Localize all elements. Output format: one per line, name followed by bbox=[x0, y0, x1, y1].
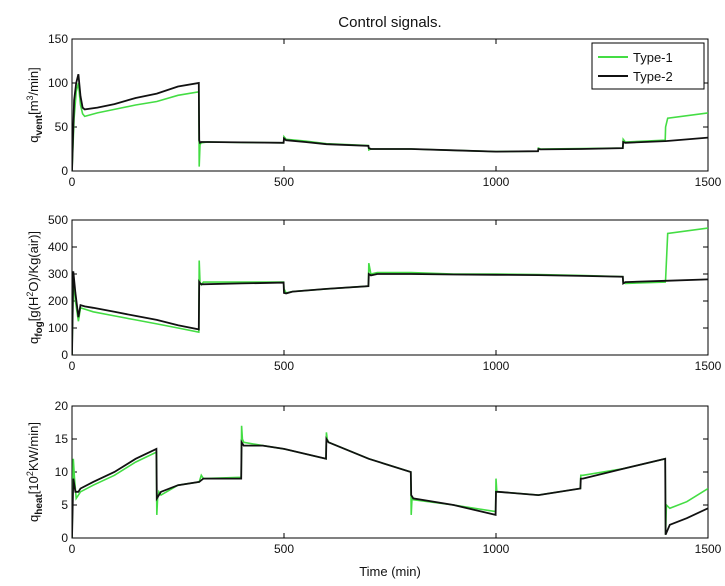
y-label-main: q bbox=[26, 135, 41, 142]
x-tick-label: 500 bbox=[274, 542, 294, 556]
y-tick-label: 50 bbox=[55, 120, 69, 134]
y-tick-label: 300 bbox=[48, 267, 68, 281]
y-tick-label: 150 bbox=[48, 32, 68, 46]
x-axis-label: Time (min) bbox=[359, 564, 421, 579]
x-tick-label: 0 bbox=[69, 359, 76, 373]
series-line-type-2 bbox=[72, 436, 708, 538]
legend-box bbox=[591, 42, 705, 90]
y-tick-label: 10 bbox=[55, 465, 69, 479]
y-tick-label: 500 bbox=[48, 213, 68, 227]
y-label-subscript: heat bbox=[34, 494, 45, 515]
y-label-unit-rest: KW/min] bbox=[26, 422, 41, 471]
y-tick-label: 15 bbox=[55, 432, 69, 446]
legend: Type-1 Type-2 bbox=[591, 42, 705, 90]
x-tick-label: 1500 bbox=[695, 542, 722, 556]
x-tick-label: 0 bbox=[69, 175, 76, 189]
y-label-main: q bbox=[26, 515, 41, 522]
x-tick-label: 1000 bbox=[483, 175, 510, 189]
subplot-1: 0 500 1000 1500 0 50 100 150 qvent[m3/min] Type-1… bbox=[25, 32, 722, 189]
y-label-unit: [g(H bbox=[26, 297, 41, 322]
x-tick-label: 1000 bbox=[483, 542, 510, 556]
legend-label: Type-2 bbox=[633, 69, 673, 84]
plot-area bbox=[71, 219, 709, 356]
y-tick-label: 0 bbox=[61, 348, 68, 362]
y-tick-label: 20 bbox=[55, 399, 69, 413]
x-tick-label: 500 bbox=[274, 175, 294, 189]
x-tick-label: 1000 bbox=[483, 359, 510, 373]
y-axis-label: qvent[m3/min] bbox=[25, 67, 45, 142]
y-tick-label: 5 bbox=[61, 498, 68, 512]
y-tick-label: 100 bbox=[48, 321, 68, 335]
y-label-main: q bbox=[26, 337, 41, 344]
y-label-unit-rest: /min] bbox=[26, 67, 41, 95]
y-label-subscript: fog bbox=[34, 321, 45, 337]
y-axis-label: qfog[g(H2O)/Kg(air)] bbox=[25, 231, 45, 344]
y-label-unit-rest: O)/Kg(air)] bbox=[26, 231, 41, 292]
x-tick-label: 1500 bbox=[695, 359, 722, 373]
subplot-2: 0 500 1000 15000100200300400500qfog[g(H2O)/… bbox=[25, 213, 722, 373]
y-label-unit-sup: 3 bbox=[25, 95, 35, 100]
series-line-type-2 bbox=[72, 73, 708, 171]
y-label-subscript: vent bbox=[34, 114, 45, 135]
x-tick-label: 500 bbox=[274, 359, 294, 373]
subplots: 0 500 1000 1500050100150qvent[m3/min]Type-1… bbox=[25, 32, 722, 556]
x-tick-label: 0 bbox=[69, 542, 76, 556]
figure-title: Control signals. bbox=[338, 14, 441, 31]
y-tick-label: 0 bbox=[61, 531, 68, 545]
legend-label: Type-1 bbox=[633, 50, 673, 65]
y-label-unit-sup: 2 bbox=[25, 292, 35, 297]
subplot-3: 0 500 1000 1500 0 5 10 15 20 qheat[102KW/min] bbox=[25, 399, 722, 556]
y-tick-label: 200 bbox=[48, 294, 68, 308]
y-tick-label: 0 bbox=[61, 164, 68, 178]
x-tick-label: 1500 bbox=[695, 175, 722, 189]
y-label-unit-sup: 2 bbox=[25, 471, 35, 476]
y-axis-label: qheat[102KW/min] bbox=[25, 422, 45, 522]
y-label-unit: [m bbox=[26, 100, 41, 114]
y-label-unit: [10 bbox=[26, 476, 41, 494]
series-line-type-2 bbox=[72, 271, 708, 355]
y-tick-label: 400 bbox=[48, 240, 68, 254]
y-tick-label: 100 bbox=[48, 76, 68, 90]
